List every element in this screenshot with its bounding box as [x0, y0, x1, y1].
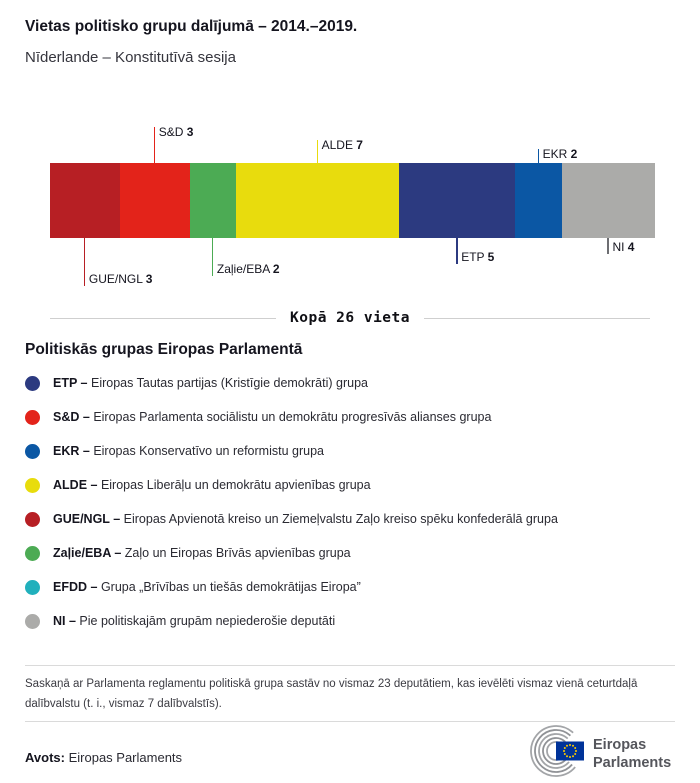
callout-label-ekr: EKR 2: [542, 147, 578, 161]
callout-label-za-ie-eba: Zaļie/EBA 2: [216, 262, 280, 276]
callout-line-gue-ngl: [83, 238, 86, 286]
footer-divider-bottom: [25, 721, 675, 722]
legend-description: Zaļo un Eiropas Brīvās apvienības grupa: [124, 546, 351, 560]
legend-label: ALDE – Eiropas Liberāļu un demokrātu apv…: [53, 478, 371, 492]
legend-label: Zaļie/EBA – Zaļo un Eiropas Brīvās apvie…: [53, 546, 351, 560]
legend-abbr: NI –: [53, 614, 76, 628]
legend-description: Grupa „Brīvības un tiešās demokrātijas E…: [100, 580, 361, 594]
legend-item-zalie-eba: Zaļie/EBA – Zaļo un Eiropas Brīvās apvie…: [25, 536, 558, 570]
legend-item-alde: ALDE – Eiropas Liberāļu un demokrātu apv…: [25, 468, 558, 502]
seat-segment-za-ie-eba: [189, 163, 237, 238]
legend-label: EKR – Eiropas Konservatīvo un reformistu…: [53, 444, 324, 458]
legend-abbr: ALDE –: [53, 478, 98, 492]
legend-abbr: EKR –: [53, 444, 90, 458]
legend-abbr: S&D –: [53, 410, 90, 424]
legend-abbr: ETP –: [53, 376, 88, 390]
seat-distribution-chart: GUE/NGL 3 S&D 3 Zaļie/EBA 2 ALDE 7 ETP 5 EKR …: [50, 110, 655, 310]
footer-divider-top: [25, 665, 675, 666]
european-parliament-logo: Eiropas Parlaments: [522, 723, 692, 783]
page-title: Vietas politisko grupu dalījumā – 2014.–…: [25, 18, 358, 35]
callout-line-alde: [316, 140, 319, 163]
callout-label-alde: ALDE 7: [321, 138, 363, 152]
legend-item-sd: S&D – Eiropas Parlamenta sociālistu un d…: [25, 400, 558, 434]
divider-line-left: [50, 317, 276, 319]
legend-item-ni: NI – Pie politiskajām grupām nepiederoši…: [25, 604, 558, 638]
callout-line-za-ie-eba: [211, 238, 214, 276]
legend-label: EFDD – Grupa „Brīvības un tiešās demokrā…: [53, 580, 361, 594]
callout-label-gue-ngl: GUE/NGL 3: [88, 272, 153, 286]
seat-bar: [50, 163, 655, 238]
total-seats-label: Kopā 26 vieta: [290, 310, 410, 326]
source-line: Avots: Eiropas Parlaments: [25, 750, 182, 765]
legend-dot: [25, 409, 40, 425]
legend-abbr: Zaļie/EBA –: [53, 546, 122, 560]
legend-label: ETP – Eiropas Tautas partijas (Kristīgie…: [53, 376, 368, 390]
footnote: Saskaņā ar Parlamenta reglamentu politis…: [25, 678, 638, 710]
eu-flag-icon: [556, 741, 584, 761]
legend-item-gue-ngl: GUE/NGL – Eiropas Apvienotā kreiso un Zi…: [25, 502, 558, 536]
logo-text-line2: Parlaments: [593, 755, 671, 771]
legend-label: GUE/NGL – Eiropas Apvienotā kreiso un Zi…: [53, 512, 558, 526]
legend-abbr: EFDD –: [53, 580, 98, 594]
source-value: Eiropas Parlaments: [68, 750, 183, 765]
legend-item-efdd: EFDD – Grupa „Brīvības un tiešās demokrā…: [25, 570, 558, 604]
legend-description: Eiropas Tautas partijas (Kristīgie demok…: [91, 376, 368, 390]
legend-label: NI – Pie politiskajām grupām nepiederoši…: [53, 614, 335, 628]
seat-segment-etp: [399, 163, 516, 238]
legend-dot: [25, 477, 40, 493]
legend-abbr: GUE/NGL –: [53, 512, 121, 526]
callout-line-ekr: [537, 149, 540, 163]
seat-segment-gue-ngl: [50, 163, 120, 238]
legend-dot: [25, 511, 40, 527]
legend-heading: Politiskās grupas Eiropas Parlamentā: [25, 341, 303, 358]
legend-dot: [25, 613, 40, 629]
callout-label-ni: NI 4: [612, 240, 635, 254]
seat-segment-ekr: [515, 163, 562, 238]
legend-description: Eiropas Konservatīvo un reformistu grupa: [93, 444, 324, 458]
legend-list: ETP – Eiropas Tautas partijas (Kristīgie…: [25, 366, 558, 638]
seat-segment-ni: [561, 163, 655, 238]
legend-description: Eiropas Parlamenta sociālistu un demokrā…: [93, 410, 492, 424]
legend-item-etp: ETP – Eiropas Tautas partijas (Kristīgie…: [25, 366, 558, 400]
legend-label: S&D – Eiropas Parlamenta sociālistu un d…: [53, 410, 491, 424]
legend-dot: [25, 545, 40, 561]
source-label: Avots:: [25, 750, 65, 765]
legend-item-ekr: EKR – Eiropas Konservatīvo un reformistu…: [25, 434, 558, 468]
callout-line-etp: [456, 238, 458, 264]
legend-dot: [25, 579, 40, 595]
logo-text-line1: Eiropas: [593, 737, 646, 753]
legend-description: Pie politiskajām grupām nepiederošie dep…: [79, 614, 336, 628]
seat-segment-alde: [236, 163, 399, 238]
total-seats-divider: Kopā 26 vieta: [50, 310, 650, 326]
callout-line-ni: [607, 238, 609, 254]
callout-label-etp: ETP 5: [461, 250, 495, 264]
callout-line-s-d: [153, 127, 156, 163]
page-subtitle: Nīderlande – Konstitutīvā sesija: [25, 49, 236, 66]
divider-line-right: [424, 317, 650, 319]
legend-description: Eiropas Apvienotā kreiso un Ziemeļvalstu…: [123, 512, 558, 526]
legend-dot: [25, 443, 40, 459]
seat-segment-s-d: [119, 163, 190, 238]
callout-label-s-d: S&D 3: [158, 125, 194, 139]
legend-description: Eiropas Liberāļu un demokrātu apvienības…: [100, 478, 371, 492]
ep-hemicycle-logo-icon: Eiropas Parlaments: [530, 725, 671, 777]
legend-dot: [25, 375, 40, 391]
